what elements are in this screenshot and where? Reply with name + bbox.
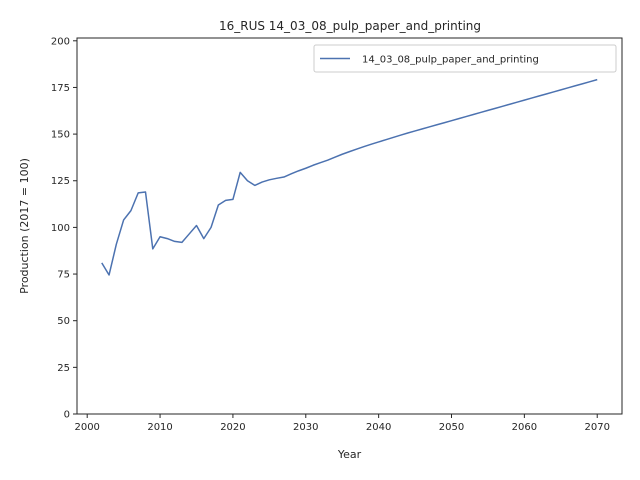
y-tick-label: 175 xyxy=(51,83,70,94)
y-axis-label: Production (2017 = 100) xyxy=(18,158,31,294)
plot-area xyxy=(76,37,623,415)
x-axis: 2000 2010 2020 2030 2040 2050 2060 2070 xyxy=(74,414,610,433)
series-line-0 xyxy=(101,78,598,276)
x-tick-label: 2070 xyxy=(585,422,610,433)
y-tick-label: 150 xyxy=(51,130,70,141)
x-tick-label: 2030 xyxy=(293,422,318,433)
y-tick-label: 75 xyxy=(57,270,70,281)
x-tick-label: 2050 xyxy=(439,422,464,433)
y-tick-label: 0 xyxy=(64,410,70,421)
plot-frame xyxy=(76,37,623,415)
y-tick-label: 25 xyxy=(57,363,70,374)
chart-title: 16_RUS 14_03_08_pulp_paper_and_printing xyxy=(219,19,481,33)
x-tick-label: 2020 xyxy=(220,422,245,433)
y-tick-label: 200 xyxy=(51,36,70,47)
x-tick-label: 2000 xyxy=(74,422,99,433)
y-tick-label: 100 xyxy=(51,223,70,234)
legend-box xyxy=(313,44,617,73)
x-tick-label: 2010 xyxy=(147,422,172,433)
y-tick-label: 125 xyxy=(51,176,70,187)
x-tick-label: 2060 xyxy=(512,422,537,433)
x-tick-label: 2040 xyxy=(366,422,391,433)
y-axis: 0 25 50 75 100 125 150 175 200 xyxy=(51,36,77,421)
legend-entry: 14_03_08_pulp_paper_and_printing xyxy=(362,55,539,66)
legend: 14_03_08_pulp_paper_and_printing xyxy=(313,44,617,73)
x-axis-label: Year xyxy=(337,448,362,461)
series-layer xyxy=(101,78,598,276)
y-tick-label: 50 xyxy=(57,316,70,327)
